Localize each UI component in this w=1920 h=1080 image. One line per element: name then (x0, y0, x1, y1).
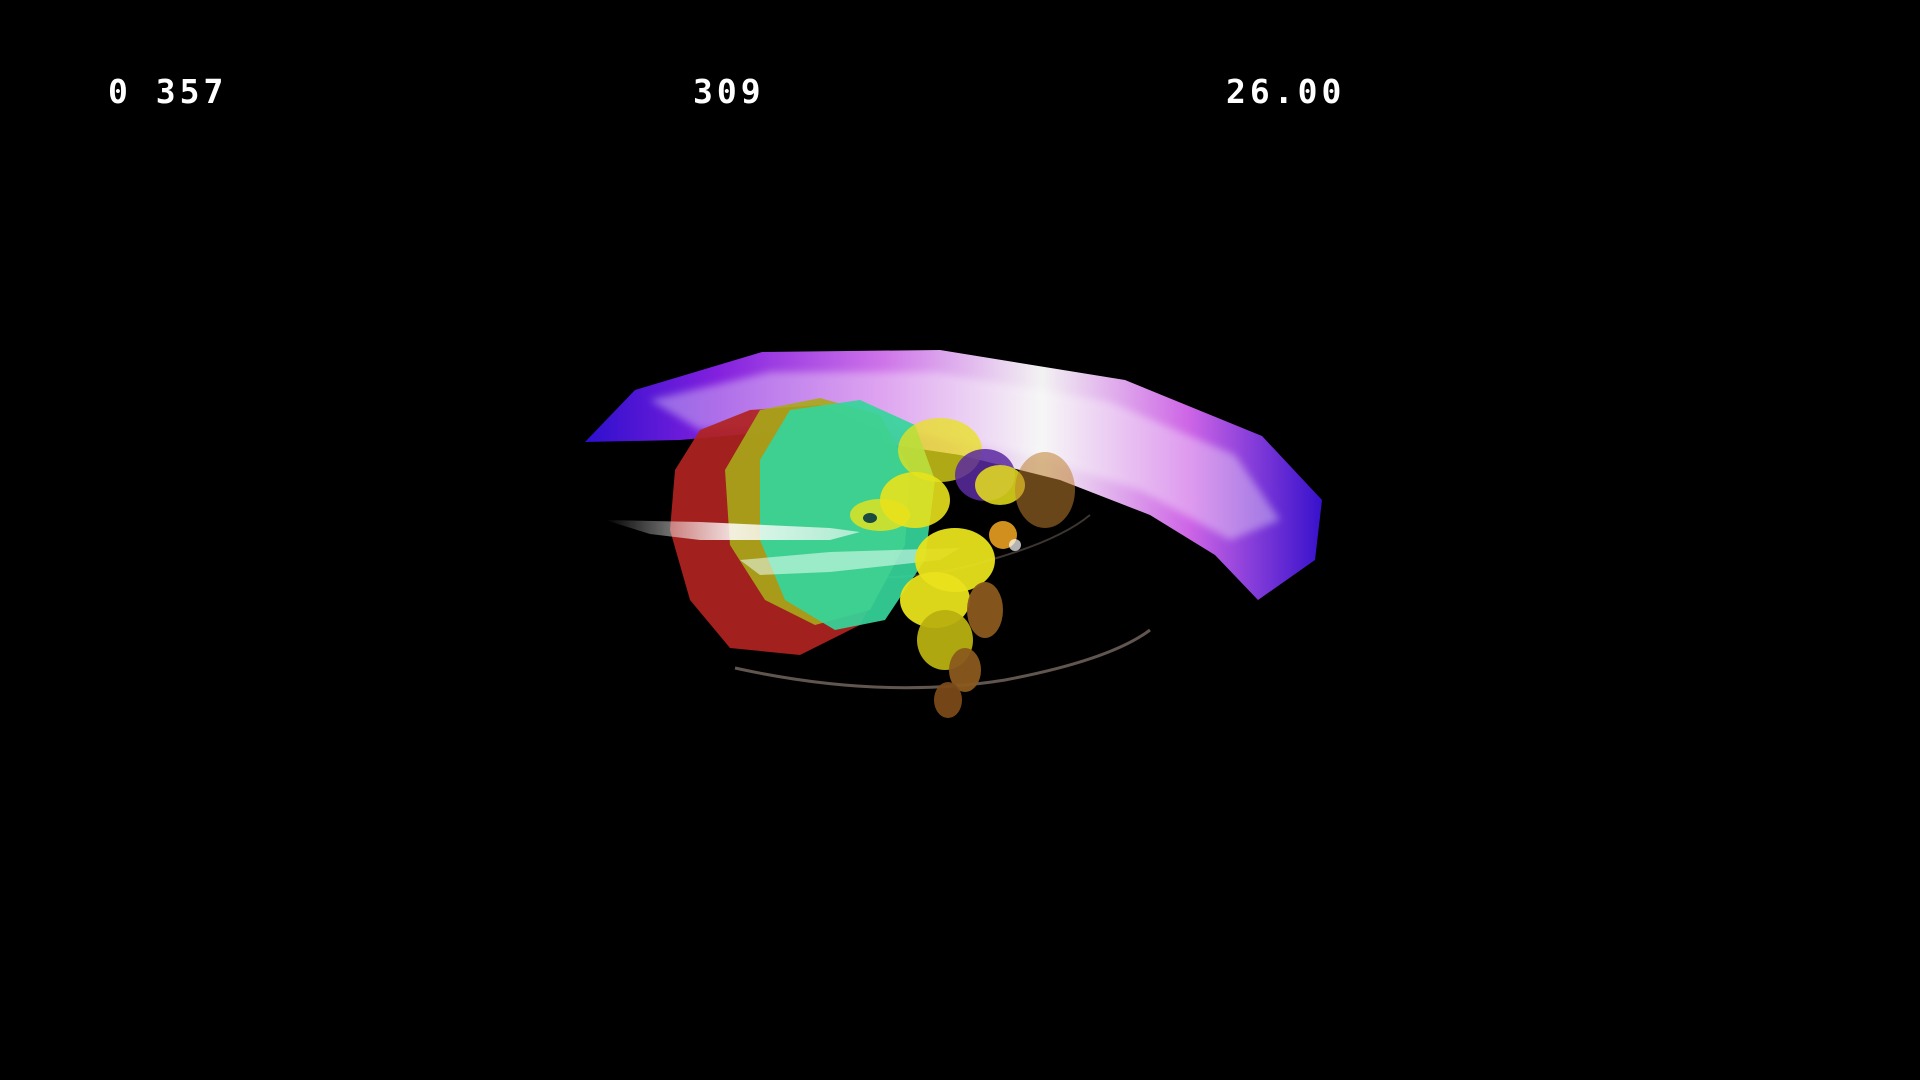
orbit-ring (734, 628, 1151, 690)
hud-left-readout: 0 357 (108, 72, 228, 111)
blade-streak (605, 520, 960, 575)
hud-right-readout: 26.00 (1226, 72, 1346, 111)
character-model (850, 418, 1075, 718)
hud-center-readout: 309 (693, 72, 765, 111)
